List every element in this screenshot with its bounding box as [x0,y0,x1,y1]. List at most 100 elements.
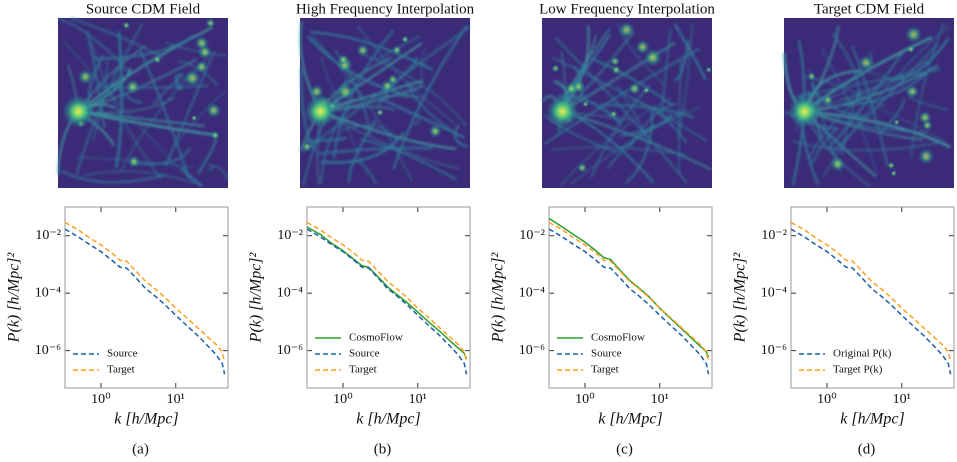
main-halo [304,95,337,128]
filament [307,136,348,143]
filament [77,26,213,113]
filament [311,35,413,182]
filament [93,34,195,60]
filament [302,25,471,153]
plot-frame [548,206,713,389]
filament [91,58,109,142]
legend-label: Source [107,348,138,360]
legend-label: Original P(k) [833,348,892,360]
panel: Low Frequency Interpolation 10⁰ 10¹ 10⁻² 10⁻… [490,1,716,457]
x-axis-label: k [h/Mpc] [114,411,178,428]
filament [673,22,707,81]
y-tick-label: 10⁻² [761,228,787,243]
filament [821,47,878,175]
filament [791,140,941,152]
y-tick-label: 10⁻² [519,228,545,243]
filament [660,29,672,118]
halo [376,108,384,117]
halo [551,64,560,73]
halo [125,79,140,94]
halo [642,86,650,94]
filament [115,31,124,169]
filament [677,22,694,140]
filament [815,112,927,134]
filament [793,68,941,99]
filament [628,103,678,150]
halo [301,141,312,152]
filament [180,167,203,188]
series-line [65,221,226,363]
panel: Target CDM Field 10⁰ 10¹ 10⁻² 10⁻⁴ 10⁻⁶ k [h/M… [732,1,955,457]
filament [810,127,840,165]
panel-title: High Frequency Interpolation [296,1,475,17]
y-tick-label: 10⁻² [35,228,61,243]
halo [392,45,402,55]
filament [804,110,951,149]
filament [822,25,950,178]
x-tick-label: 10⁰ [575,392,595,407]
panel: High Frequency Interpolation 10⁰ 10¹ 10⁻² 10… [248,1,475,457]
filament [616,85,648,143]
halo [618,21,635,38]
halo [564,82,578,96]
series-line [791,228,952,375]
filament [307,35,420,99]
legend-label: Source [591,348,622,360]
y-tick-label: 10⁻⁶ [35,343,61,358]
x-axis-label: k [h/Mpc] [840,411,904,428]
halo [893,118,900,126]
filament [164,51,215,167]
panel-title: Low Frequency Interpolation [539,1,715,17]
y-tick-label: 10⁻⁶ [761,343,787,358]
halo [428,124,442,138]
filament [332,29,395,160]
filament [590,84,651,178]
x-axis-label: k [h/Mpc] [598,411,662,428]
halo [127,155,141,168]
series-group [65,221,226,375]
halo [381,79,394,93]
filament [83,170,196,185]
filament [362,53,467,127]
filament [808,95,860,159]
filament [568,111,655,184]
filament [412,110,420,126]
filament [63,40,182,172]
series-line [307,228,468,375]
halo [197,44,213,60]
halo [887,161,895,170]
filament [420,46,427,85]
filament [878,98,906,135]
x-tick-label: 10¹ [651,392,669,407]
filament [406,80,454,133]
filament [320,104,354,184]
filament [121,57,209,171]
filament [572,65,585,101]
main-halo [788,95,821,128]
series-line [307,226,468,360]
y-tick-label: 10⁻⁴ [277,285,303,300]
filament [116,86,143,104]
halo [190,114,198,122]
panel: Source CDM Field 10⁰ 10¹ 10⁻² 10⁻⁴ 10⁻⁶ k [h/M… [6,1,229,457]
legend-label: Target P(k) [833,364,883,376]
series-line [549,228,710,375]
series-group [307,221,468,375]
x-tick-label: 10⁰ [91,392,111,407]
halo [807,72,816,81]
y-tick-label: 10⁻⁶ [519,343,545,358]
plot-frame [790,206,955,389]
halo [356,44,370,57]
filament [561,41,676,113]
y-tick-label: 10⁻⁴ [35,285,61,300]
halo [153,55,162,64]
halo [210,130,220,140]
halo [918,148,935,165]
filament [207,163,228,181]
halo [705,66,712,73]
halo [577,162,588,173]
halo [401,35,410,44]
filament [348,119,377,183]
filament [61,170,167,184]
filament [378,96,466,139]
